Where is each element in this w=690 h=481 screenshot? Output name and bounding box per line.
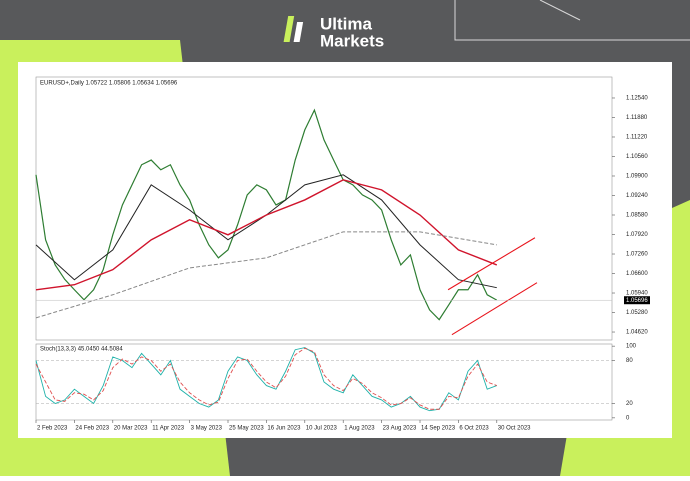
x-tick-label: 20 Mar 2023	[114, 426, 148, 432]
series-line	[35, 108, 498, 321]
y-tick-label: 1.11220	[626, 135, 648, 141]
y-tick-label: 1.05280	[626, 310, 648, 316]
series-line	[35, 231, 497, 319]
x-tick-label: 10 Jul 2023	[306, 426, 338, 432]
x-tick-label: 6 Oct 2023	[459, 426, 489, 432]
y-tick-label: 1.05940	[626, 291, 648, 297]
y-tick-label: 20	[626, 401, 633, 407]
x-tick-label: 23 Aug 2023	[383, 426, 417, 432]
y-tick-label: 1.11880	[626, 115, 648, 121]
x-tick-label: 11 Apr 2023	[152, 426, 185, 432]
y-tick-label: 1.12540	[626, 96, 648, 102]
channel-line	[447, 237, 536, 291]
current-price-box	[624, 296, 650, 305]
logo-text: Ultima	[320, 14, 373, 33]
channel-line	[451, 282, 538, 336]
y-tick-label: 1.07920	[626, 232, 648, 238]
y-tick-label: 1.07260	[626, 252, 648, 258]
main-panel	[35, 76, 613, 341]
x-tick-label: 14 Sep 2023	[421, 426, 456, 432]
chart-header: EURUSD+,Daily 1.05722 1.05806 1.05634 1.…	[40, 81, 178, 87]
y-tick-label: 80	[626, 358, 633, 364]
y-tick-label: 0	[626, 415, 630, 421]
chart-card	[18, 62, 672, 438]
y-tick-label: 1.09900	[626, 174, 648, 180]
deco-line	[539, 0, 581, 21]
x-tick-label: 24 Feb 2023	[75, 426, 109, 432]
series-line	[35, 179, 498, 291]
series-line	[35, 347, 497, 410]
y-tick-label: 1.10560	[626, 154, 648, 160]
y-tick-label: 1.08580	[626, 213, 648, 219]
logo-text: Markets	[320, 31, 384, 50]
x-tick-label: 2 Feb 2023	[37, 426, 68, 432]
series-line	[35, 347, 497, 412]
logo-icon	[293, 22, 304, 42]
chart-header: Stoch(13,3,3) 45.0450 44.5084	[40, 347, 123, 353]
y-tick-label: 1.09240	[626, 193, 648, 199]
y-tick-label: 1.04620	[626, 330, 648, 336]
x-tick-label: 1 Aug 2023	[344, 426, 375, 432]
y-tick-label: 1.06600	[626, 271, 648, 277]
stoch-panel	[35, 343, 613, 421]
y-tick-label: 100	[626, 344, 637, 350]
x-tick-label: 3 May 2023	[191, 426, 223, 432]
current-price-label: 1.05696	[626, 298, 648, 304]
x-tick-label: 25 May 2023	[229, 426, 264, 432]
x-tick-label: 16 Jun 2023	[267, 426, 301, 432]
logo: Ultima Markets	[283, 14, 384, 50]
deco-line	[454, 0, 690, 41]
logo-icon	[283, 16, 295, 42]
x-tick-label: 30 Oct 2023	[498, 426, 531, 432]
